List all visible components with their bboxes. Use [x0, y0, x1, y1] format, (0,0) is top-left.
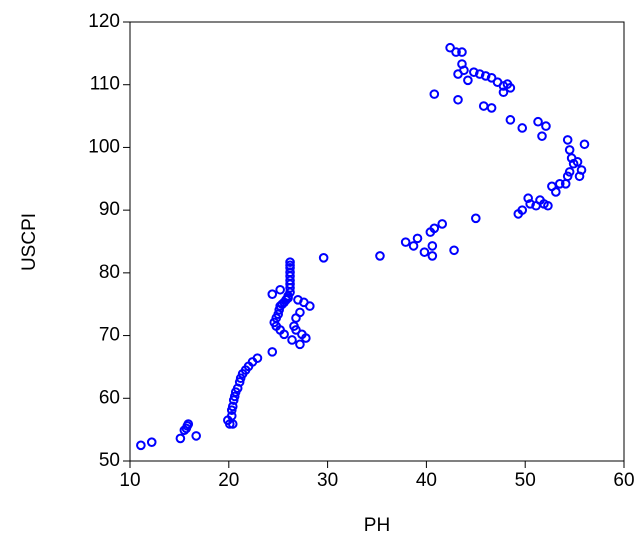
point: [523, 193, 533, 204]
point: [226, 411, 237, 421]
point: [291, 313, 301, 323]
point: [459, 65, 469, 76]
point: [400, 237, 411, 247]
point: [285, 260, 295, 271]
y-tick-label: 50: [99, 450, 120, 471]
x-tick-label: 10: [119, 470, 140, 491]
point: [564, 167, 575, 177]
point: [285, 257, 295, 267]
point: [412, 233, 423, 244]
point: [408, 241, 419, 251]
y-tick-label: 70: [99, 325, 120, 346]
point: [562, 135, 573, 145]
y-tick-label: 120: [88, 11, 120, 32]
point: [427, 241, 438, 251]
point: [267, 347, 278, 357]
point: [291, 325, 301, 335]
point: [318, 253, 329, 263]
point: [429, 89, 440, 99]
point: [419, 247, 430, 257]
point: [543, 200, 553, 211]
point: [271, 321, 282, 331]
point: [191, 431, 201, 441]
point: [551, 187, 561, 197]
point: [579, 139, 590, 150]
point: [517, 123, 528, 133]
point: [227, 401, 238, 412]
point: [469, 67, 479, 77]
x-tick-label: 50: [515, 470, 536, 491]
x-tick-label: 40: [416, 470, 437, 491]
point: [474, 69, 485, 79]
point: [505, 115, 516, 125]
point: [287, 335, 297, 345]
point: [283, 293, 293, 303]
point: [533, 116, 543, 127]
y-tick-label: 80: [99, 262, 120, 283]
point: [301, 333, 311, 343]
point: [305, 301, 315, 311]
y-tick-label: 60: [99, 387, 120, 408]
point: [453, 94, 463, 105]
point: [505, 83, 516, 93]
point: [252, 353, 263, 363]
x-tick-label: 30: [317, 470, 338, 491]
point: [457, 47, 467, 57]
y-tick-label: 110: [90, 74, 120, 95]
point: [478, 101, 489, 111]
point: [564, 145, 575, 155]
y-tick-label: 100: [88, 136, 120, 157]
point: [471, 213, 481, 224]
point: [525, 199, 535, 209]
point: [537, 131, 547, 141]
point: [267, 289, 278, 299]
point: [437, 219, 448, 229]
point: [463, 75, 473, 86]
point: [574, 171, 585, 182]
point: [480, 71, 491, 81]
x-tick-label: 20: [218, 470, 239, 491]
point: [229, 391, 240, 402]
point: [136, 440, 146, 451]
point: [183, 419, 194, 429]
point: [449, 245, 459, 256]
x-tick-label: 60: [613, 470, 634, 491]
point: [554, 179, 565, 189]
point: [146, 437, 157, 447]
y-axis-label: USCPI: [19, 213, 40, 271]
y-tick-label: 90: [99, 199, 120, 220]
point: [451, 47, 461, 57]
x-axis-label: PH: [364, 515, 390, 536]
point: [375, 251, 385, 261]
point: [275, 284, 285, 295]
plot-frame: [129, 21, 625, 462]
point: [486, 73, 497, 83]
point: [486, 103, 497, 113]
point: [445, 42, 455, 53]
point: [498, 87, 509, 98]
point: [175, 433, 186, 444]
point: [517, 205, 528, 215]
point: [429, 223, 440, 234]
point: [295, 339, 305, 350]
point: [541, 121, 551, 131]
point: [427, 251, 438, 261]
